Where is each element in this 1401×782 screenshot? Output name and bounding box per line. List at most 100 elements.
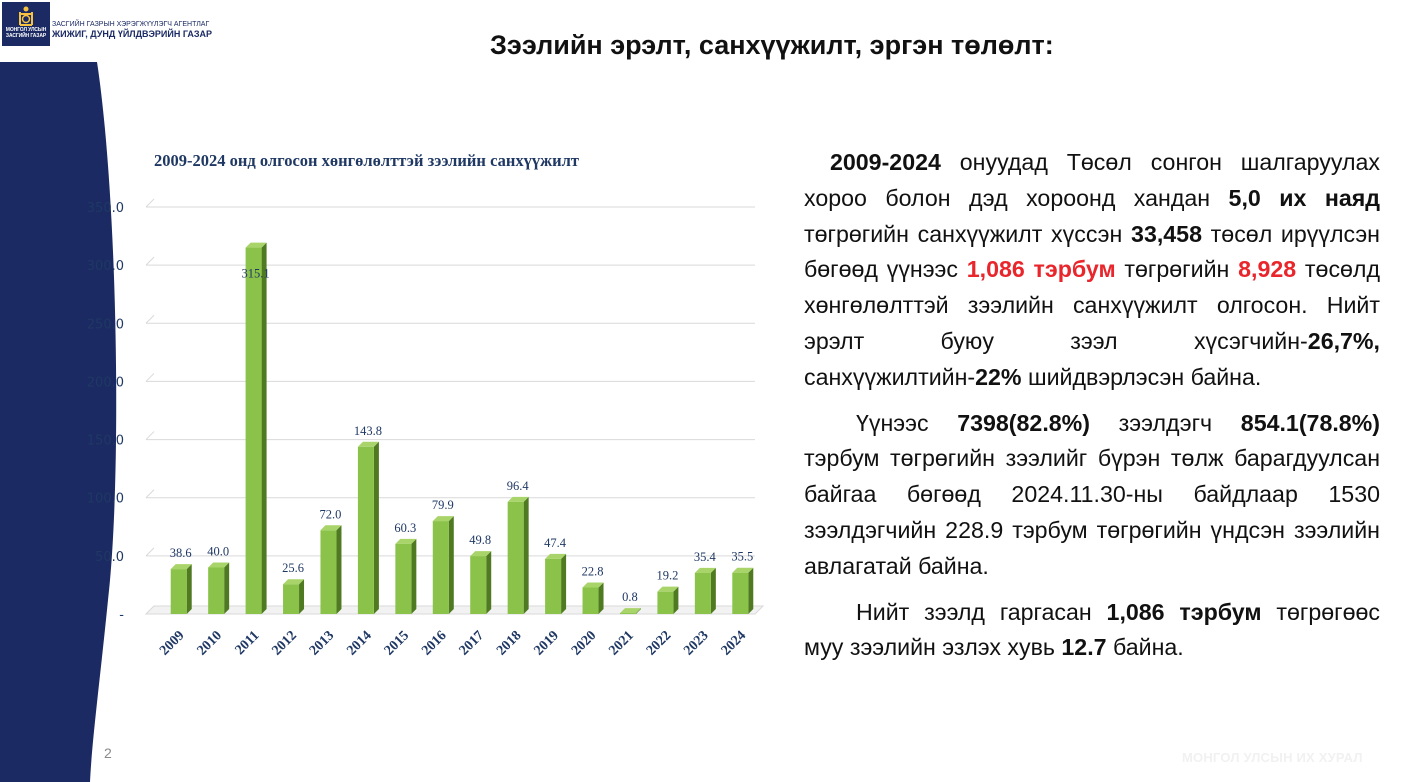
bar-top [732,567,754,573]
text-span: онуудад Төсөл сонгон шалгаруулах хороо б… [804,149,1380,211]
soyombo-emblem-icon [19,6,33,26]
bar-side [748,567,754,614]
bar-top [470,551,492,557]
bar-side [261,242,267,614]
x-tick-label: 2014 [344,628,374,658]
bar [208,567,225,614]
data-label: 35.5 [731,550,753,564]
x-tick-label: 2022 [644,628,674,658]
bar-side [224,562,230,614]
bar [357,446,374,614]
bar [732,572,749,614]
bar-side [411,538,417,614]
bar-top [507,496,529,502]
gridline-3d-edge [145,373,155,382]
gridline-3d-edge [145,314,155,324]
bar [582,587,599,614]
text-span: 854.1(78.8%) [1240,409,1381,436]
bar [470,556,487,614]
bar-side [336,525,342,614]
gridline-3d-edge [145,547,155,557]
bar [432,521,449,614]
agency-name: ЗАСГИЙН ГАЗРЫН ХЭРЭГЖҮҮЛЭГЧ АГЕНТЛАГ ЖИЖ… [52,20,212,40]
data-label: 72.0 [320,507,342,521]
text-span: тэрбум төгрөгийн зээлийг бүрэн төлж бара… [804,445,1380,579]
agency-line-1: ЗАСГИЙН ГАЗРЫН ХЭРЭГЖҮҮЛЭГЧ АГЕНТЛАГ [52,21,210,28]
bar-side [561,553,567,614]
data-label: 19.2 [656,569,678,583]
text-span: Нийт зээлд гаргасан [856,598,1107,625]
data-label: 79.9 [432,498,454,512]
bar [283,584,300,614]
text-span: 22% [975,363,1022,390]
data-label: 143.8 [354,424,382,438]
data-label: 315.1 [242,267,270,281]
x-tick-label: 2013 [307,628,337,658]
data-label: 40.0 [207,544,229,558]
bar-top [170,564,192,570]
text-span: 26,7%, [1307,327,1380,354]
footer-watermark: МОНГОЛ УЛСЫН ИХ ХУРАЛ [1182,750,1363,765]
paragraph-1: 2009-2024 онуудад Төсөл сонгон шалгаруул… [804,145,1380,396]
data-label: 35.4 [694,550,717,564]
gridline-3d-edge [145,198,155,208]
x-tick-label: 2017 [457,628,487,658]
bar [619,613,636,615]
slide-title: Зээлийн эрэлт, санхүүжилт, эргэн төлөлт: [490,30,1054,60]
y-tick-label: 250.0 [87,317,124,332]
y-tick-label: 350.0 [87,201,124,216]
text-span: 7398(82.8%) [957,409,1090,436]
left-decorative-band [0,62,117,782]
paragraph-3: Нийт зээлд гаргасан 1,086 тэрбум төгрөгө… [804,595,1380,667]
agency-line-2: ЖИЖИГ, ДУНД ҮЙЛДВЭРИЙН ГАЗАР [52,29,213,39]
data-label: 0.8 [622,590,638,604]
data-label: 38.6 [170,546,192,560]
data-label: 47.4 [544,536,567,550]
bar-top [395,538,417,544]
x-tick-label: 2023 [681,628,711,658]
data-label: 25.6 [282,561,304,575]
text-span: шийдвэрлэсэн байна. [1021,363,1262,390]
bar [170,569,187,614]
y-tick-label: 200.0 [87,375,124,390]
text-span: 2009-2024 [830,149,941,175]
x-tick-label: 2020 [569,628,599,658]
text-panel: 2009-2024 онуудад Төсөл сонгон шалгаруул… [804,145,1380,676]
bar-top [545,553,567,559]
bar [245,247,262,614]
x-tick-label: 2018 [494,628,524,658]
x-tick-label: 2016 [419,628,449,658]
page-number: 2 [104,745,112,761]
bar-top [208,562,230,568]
text-span: зээлдэгч [1090,409,1241,436]
bar-side [448,516,454,614]
text-span: 1,086 тэрбум [1106,598,1262,625]
y-tick-label: 100.0 [87,492,124,507]
text-span: санхүүжилтийн- [804,363,976,390]
chart-title: 2009-2024 онд олгосон хөнгөлөлттэй зээли… [154,151,579,170]
text-span: 33,458 [1131,220,1202,247]
x-tick-label: 2015 [382,628,412,658]
bar-top [283,579,305,585]
bar-side [373,441,379,614]
data-label: 60.3 [394,521,416,535]
text-span: 12.7 [1061,634,1107,661]
text-span: төсөл ирүүлсэн бөгөөд үүнээс [804,220,1380,283]
text-span: төгрөгөөс муу зээлийн эзлэх хувь [804,598,1380,661]
bar-chart: - 50.0 100.0 150.0 200.0 250.0 300.0 350.0 38.6 2… [87,198,765,659]
bar-top [432,516,454,522]
x-tick-label: 2019 [532,628,562,658]
data-label: 22.8 [582,564,604,578]
bar-side [186,564,192,614]
bar [657,591,674,614]
data-label: 49.8 [469,533,491,547]
government-logo: МОНГОЛ УЛСЫН ЗАСГИЙН ГАЗАР [2,2,50,46]
bar-side [523,496,529,614]
bar [545,558,562,614]
bar-top [245,242,267,248]
x-tick-label: 2021 [606,628,636,658]
data-label: 96.4 [507,479,530,493]
logo-text: МОНГОЛ УЛСЫН ЗАСГИЙН ГАЗАР [5,27,47,39]
y-tick-label: - [119,608,124,623]
bar [694,572,711,614]
